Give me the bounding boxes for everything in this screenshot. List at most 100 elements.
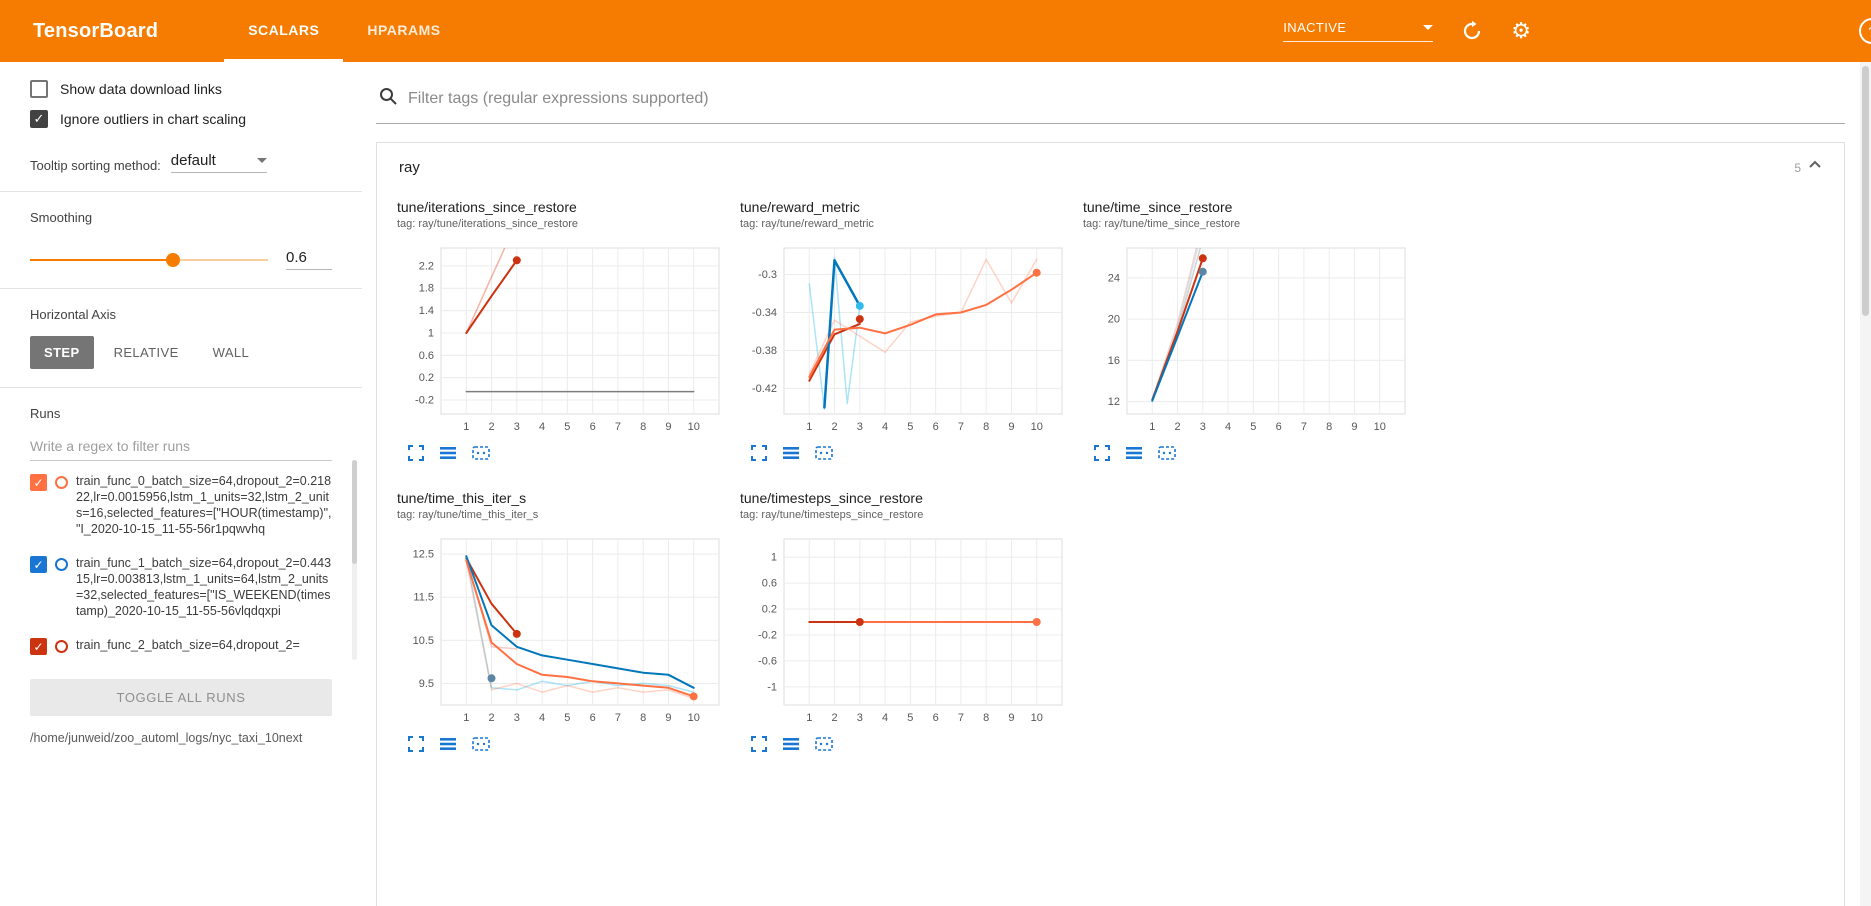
chart-plot[interactable]: 1 2 3 4 5 6 7 8 9 10 -0.42 -0.38 -0.34 -0.3 <box>740 240 1070 440</box>
data-status-dropdown[interactable]: INACTIVE <box>1283 20 1434 42</box>
svg-text:0.2: 0.2 <box>762 604 777 616</box>
expand-chart-icon[interactable] <box>1093 444 1111 462</box>
tab-scalars[interactable]: SCALARS <box>224 0 344 62</box>
chart-plot[interactable]: 1 2 3 4 5 6 7 8 9 10 9.5 10.5 11.5 12.5 <box>397 531 727 731</box>
svg-text:1: 1 <box>1149 421 1155 433</box>
runs-selector-icon[interactable] <box>1125 444 1143 462</box>
fit-domain-icon[interactable] <box>1157 444 1177 462</box>
smoothing-slider-thumb[interactable] <box>165 252 180 267</box>
runs-selector-icon[interactable] <box>782 444 800 462</box>
svg-text:10: 10 <box>688 421 700 433</box>
run-color-radio[interactable] <box>55 640 68 653</box>
tooltip-sorting-dropdown[interactable]: default <box>170 152 267 173</box>
svg-text:6: 6 <box>590 712 596 724</box>
fit-domain-icon[interactable] <box>471 444 491 462</box>
checkbox-checked-icon[interactable] <box>30 110 48 128</box>
runs-scrollbar[interactable] <box>352 460 357 660</box>
axis-step-button[interactable]: STEP <box>30 336 94 369</box>
svg-text:1.4: 1.4 <box>419 305 434 317</box>
tab-hparams[interactable]: HPARAMS <box>367 21 441 38</box>
expand-chart-icon[interactable] <box>407 735 425 753</box>
run-checkbox[interactable] <box>30 556 47 573</box>
svg-text:7: 7 <box>615 712 621 724</box>
runs-selector-icon[interactable] <box>782 735 800 753</box>
axis-relative-button[interactable]: RELATIVE <box>100 336 193 369</box>
svg-text:1: 1 <box>463 712 469 724</box>
runs-selector-icon[interactable] <box>439 444 457 462</box>
runs-filter-input[interactable] <box>30 431 332 461</box>
show-download-links-row[interactable]: Show data download links <box>30 80 332 98</box>
tag-group-header[interactable]: ray 5 <box>377 143 1844 189</box>
tag-filter-bar <box>376 80 1845 124</box>
fit-domain-icon[interactable] <box>471 735 491 753</box>
smoothing-value-input[interactable]: 0.6 <box>286 249 332 270</box>
refresh-icon[interactable] <box>1461 20 1483 42</box>
checkbox-unchecked-icon[interactable] <box>30 80 48 98</box>
app-header: TensorBoard SCALARS HPARAMS INACTIVE ⚙ ? <box>0 0 1871 62</box>
expand-chart-icon[interactable] <box>407 444 425 462</box>
page-scrollbar-thumb[interactable] <box>1862 66 1869 316</box>
svg-text:5: 5 <box>1250 421 1256 433</box>
svg-text:10: 10 <box>1031 712 1043 724</box>
svg-text:2: 2 <box>1174 421 1180 433</box>
svg-text:4: 4 <box>882 712 888 724</box>
chart-title: tune/iterations_since_restore <box>397 199 577 215</box>
collapse-section-icon[interactable] <box>1808 158 1822 177</box>
run-list-item[interactable]: train_func_1_batch_size=64,dropout_2=0.4… <box>30 545 332 627</box>
run-list: train_func_0_batch_size=64,dropout_2=0.2… <box>30 463 332 675</box>
help-icon[interactable]: ? <box>1859 18 1871 44</box>
chart-card: tune/time_this_iter_s tag: ray/tune/time… <box>397 490 740 753</box>
svg-text:10: 10 <box>688 712 700 724</box>
charts-grid: tune/iterations_since_restore tag: ray/t… <box>377 189 1844 783</box>
svg-text:8: 8 <box>640 712 646 724</box>
chart-tag: tag: ray/tune/timesteps_since_restore <box>740 509 924 521</box>
axis-wall-button[interactable]: WALL <box>199 336 264 369</box>
fit-domain-icon[interactable] <box>814 444 834 462</box>
tag-filter-input[interactable] <box>408 89 1843 108</box>
runs-scrollbar-thumb[interactable] <box>352 460 357 564</box>
svg-text:3: 3 <box>1200 421 1206 433</box>
svg-text:2: 2 <box>488 712 494 724</box>
chart-toolbar <box>740 735 1083 753</box>
chart-plot[interactable]: 1 2 3 4 5 6 7 8 9 10 -0.2 0.2 0.6 1 1.4 1.8 2.2 <box>397 240 727 440</box>
svg-text:8: 8 <box>1326 421 1332 433</box>
svg-text:4: 4 <box>539 421 545 433</box>
svg-text:1: 1 <box>428 327 434 339</box>
chart-title: tune/time_since_restore <box>1083 199 1233 215</box>
checkbox-label: Ignore outliers in chart scaling <box>60 111 246 127</box>
tooltip-sorting-row: Tooltip sorting method: default <box>30 152 332 173</box>
tag-group-count: 5 <box>1794 160 1801 175</box>
run-checkbox[interactable] <box>30 474 47 491</box>
svg-text:2: 2 <box>831 712 837 724</box>
run-color-radio[interactable] <box>55 558 68 571</box>
runs-label: Runs <box>30 406 61 421</box>
run-checkbox[interactable] <box>30 638 47 655</box>
run-color-radio[interactable] <box>55 476 68 489</box>
svg-text:16: 16 <box>1108 355 1120 367</box>
page-scrollbar[interactable] <box>1860 62 1871 906</box>
svg-text:10: 10 <box>1374 421 1386 433</box>
smoothing-slider[interactable] <box>30 252 268 267</box>
chart-plot[interactable]: 1 2 3 4 5 6 7 8 9 10 -1 -0.6 -0.2 0.2 0.6 1 <box>740 531 1070 731</box>
expand-chart-icon[interactable] <box>750 444 768 462</box>
svg-text:4: 4 <box>882 421 888 433</box>
svg-text:1: 1 <box>463 421 469 433</box>
svg-text:1: 1 <box>771 552 777 564</box>
svg-text:6: 6 <box>590 421 596 433</box>
run-list-item[interactable]: train_func_0_batch_size=64,dropout_2=0.2… <box>30 463 332 545</box>
svg-text:8: 8 <box>640 421 646 433</box>
svg-text:7: 7 <box>1301 421 1307 433</box>
chart-toolbar <box>740 444 1083 462</box>
ignore-outliers-row[interactable]: Ignore outliers in chart scaling <box>30 110 332 128</box>
run-list-item[interactable]: train_func_2_batch_size=64,dropout_2= <box>30 627 332 663</box>
expand-chart-icon[interactable] <box>750 735 768 753</box>
fit-domain-icon[interactable] <box>814 735 834 753</box>
runs-selector-icon[interactable] <box>439 735 457 753</box>
svg-text:8: 8 <box>983 421 989 433</box>
svg-text:5: 5 <box>907 421 913 433</box>
toggle-all-runs-button[interactable]: TOGGLE ALL RUNS <box>30 679 332 716</box>
svg-text:-1: -1 <box>767 681 777 693</box>
settings-gear-icon[interactable]: ⚙ <box>1511 18 1531 43</box>
chevron-down-icon <box>1423 25 1434 30</box>
